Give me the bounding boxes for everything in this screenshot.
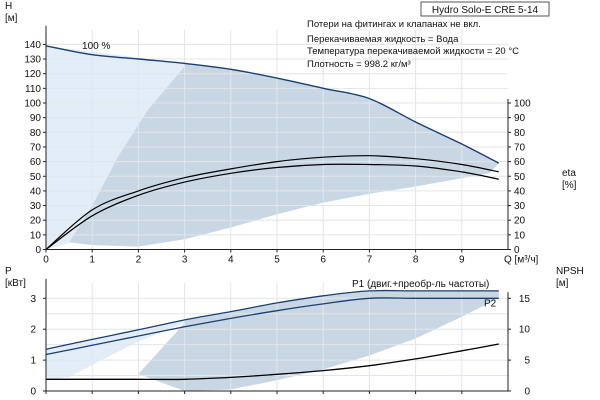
top-left-y-axis-title: [м] — [5, 13, 18, 24]
top-left-y-tick-label: 50 — [30, 172, 42, 183]
top-low-speed-band — [46, 45, 185, 250]
top-left-y-tick-label: 10 — [30, 230, 42, 241]
top-left-y-tick-label: 120 — [24, 69, 41, 80]
top-x-axis-title: Q [м³/ч] — [504, 255, 539, 266]
top-x-tick-label: 9 — [459, 255, 465, 266]
note-liquid: Перекачиваемая жидкость = Вода — [307, 34, 459, 45]
note-temperature: Температура перекачиваемой жидкости = 20… — [307, 46, 519, 57]
top-right-y-tick-label: 0 — [514, 245, 520, 256]
top-right-y-tick-label: 40 — [514, 186, 526, 197]
top-x-tick-label: 6 — [320, 255, 326, 266]
bottom-left-y-tick-label: 0 — [30, 387, 36, 398]
bottom-right-y-axis-title: NPSH — [556, 266, 584, 277]
bottom-right-y-tick-label: 0 — [524, 387, 530, 398]
top-right-y-tick-label: 80 — [514, 128, 526, 139]
notes-block: Потери на фитингах и клапанах не вкл. Пе… — [307, 19, 519, 70]
bottom-operating-band — [138, 290, 499, 391]
top-right-y-tick-label: 20 — [514, 216, 526, 227]
bottom-left-y-tick-label: 1 — [30, 356, 36, 367]
top-x-tick-label: 8 — [413, 255, 419, 266]
top-x-tick-label: 4 — [228, 255, 234, 266]
top-left-y-tick-label: 0 — [35, 245, 41, 256]
top-left-y-tick-label: 110 — [25, 84, 41, 95]
top-left-y-tick-label: 70 — [30, 142, 42, 153]
chart-title-box: Hydro Solo-E CRE 5-14 — [420, 1, 550, 17]
top-x-tick-label: 5 — [274, 255, 280, 266]
bottom-series-p2 — [45, 297, 499, 356]
series-label-p1: P1 (двиг.+преобр-ль частоты) — [352, 278, 489, 290]
top-right-y-tick-label: 70 — [514, 142, 526, 153]
chart-title: Hydro Solo-E CRE 5-14 — [432, 5, 539, 16]
annotation-speed-label: 100 % — [82, 41, 110, 52]
note-fittings: Потери на фитингах и клапанах не вкл. — [307, 19, 481, 30]
top-left-y-tick-label: 30 — [30, 201, 42, 212]
chart-title-frame — [420, 1, 550, 17]
bottom-left-y-axis-title: [кВт] — [5, 278, 26, 289]
top-left-y-axis-title: H — [5, 1, 12, 12]
note-density: Плотность = 998.2 кг/м³ — [307, 59, 411, 70]
top-x-tick-label: 0 — [43, 255, 49, 266]
bottom-left-y-tick-label: 2 — [30, 325, 36, 336]
bottom-series-npsh — [46, 343, 499, 381]
top-series-efficiency — [45, 163, 499, 250]
top-x-tick-label: 1 — [89, 255, 95, 266]
top-left-y-tick-label: 40 — [30, 186, 42, 197]
top-left-y-tick-label: 140 — [24, 40, 41, 51]
axes-layer: 0102030405060708090100110120130140010203… — [5, 1, 584, 398]
top-left-y-tick-label: 80 — [30, 128, 42, 139]
top-left-y-tick-label: 20 — [30, 216, 42, 227]
top-series-efficiency-upper — [45, 155, 499, 250]
top-left-y-tick-label: 130 — [24, 55, 41, 66]
bottom-right-y-axis-title: [м] — [556, 278, 569, 289]
top-right-y-tick-label: 60 — [514, 157, 526, 168]
bottom-series-p1 — [45, 289, 499, 350]
top-right-y-tick-label: 90 — [514, 113, 526, 124]
top-right-y-tick-label: 30 — [514, 201, 526, 212]
top-series-head — [45, 45, 500, 164]
series-label-p2: P2 — [484, 298, 497, 309]
top-x-tick-label: 2 — [136, 255, 142, 266]
top-operating-band — [69, 63, 499, 247]
top-right-y-axis-title: [%] — [562, 180, 577, 191]
top-right-y-axis-title: eta — [562, 168, 576, 179]
bottom-left-y-axis-title: P — [5, 266, 12, 277]
series-layer: 100 % P1 (двиг.+преобр-ль частоты) P2 — [45, 41, 500, 381]
top-right-y-tick-label: 100 — [514, 99, 531, 110]
bottom-right-y-tick-label: 15 — [519, 294, 531, 305]
top-right-y-tick-label: 10 — [514, 230, 526, 241]
top-right-y-tick-label: 50 — [514, 172, 526, 183]
top-left-y-tick-label: 60 — [30, 157, 42, 168]
top-x-tick-label: 7 — [367, 255, 373, 266]
bottom-right-y-tick-label: 5 — [524, 356, 530, 367]
bottom-low-speed-band — [46, 319, 185, 381]
bottom-right-y-tick-label: 10 — [519, 325, 531, 336]
bottom-left-y-tick-label: 3 — [30, 294, 36, 305]
top-x-tick-label: 3 — [182, 255, 188, 266]
operating-range-bands — [46, 45, 499, 391]
top-left-y-tick-label: 90 — [30, 113, 42, 124]
top-left-y-tick-label: 100 — [24, 99, 41, 110]
